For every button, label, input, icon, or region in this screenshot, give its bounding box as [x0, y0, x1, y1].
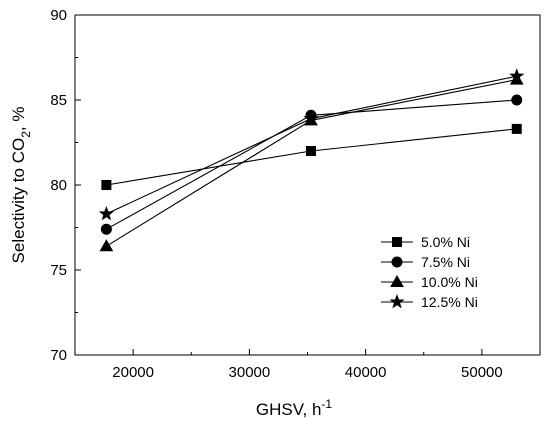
y-tick-label: 70: [50, 347, 67, 364]
y-tick-label: 85: [50, 92, 67, 109]
x-tick-label: 30000: [229, 364, 271, 381]
legend-label: 10.0% Ni: [421, 274, 478, 290]
x-axis-title-text: GHSV, h: [256, 400, 322, 419]
series-star: [98, 68, 525, 221]
legend-label: 12.5% Ni: [421, 294, 478, 310]
data-point-triangle: [99, 239, 114, 252]
data-point-square: [305, 146, 316, 156]
x-tick-label: 20000: [112, 364, 154, 381]
legend-label: 5.0% Ni: [421, 234, 470, 250]
legend-marker-star: [389, 294, 405, 309]
x-axis-title-superscript: -1: [321, 397, 332, 411]
legend-item: 10.0% Ni: [381, 274, 478, 290]
legend-marker-circle: [391, 256, 403, 268]
axes-layer: 20000 30000 40000 50000 70 75 80 85 90: [50, 7, 541, 381]
legend-marker-triangle: [390, 274, 404, 287]
y-tick-label: 75: [50, 262, 67, 279]
y-tick-label: 90: [50, 7, 67, 24]
data-point-star: [98, 205, 114, 221]
y-axis-title-subscript: 2: [19, 131, 33, 138]
series-square: [101, 123, 522, 190]
y-tick-label: 80: [50, 177, 67, 194]
legend-label: 7.5% Ni: [421, 254, 470, 270]
series-line: [106, 128, 517, 186]
legend-marker-square: [392, 237, 402, 247]
series-layer: [98, 68, 525, 252]
legend-item: 7.5% Ni: [381, 254, 470, 270]
data-point-circle: [511, 94, 523, 106]
legend-item: 5.0% Ni: [381, 234, 470, 250]
x-tick-label: 40000: [345, 364, 387, 381]
y-axis-title-text: Selectivity to CO: [9, 138, 28, 264]
series-line: [106, 75, 517, 215]
x-tick-label: 50000: [461, 364, 503, 381]
y-axis-title: Selectivity to CO2, %: [9, 107, 33, 264]
x-axis-title: GHSV, h-1: [256, 397, 333, 419]
legend-item: 12.5% Ni: [381, 294, 478, 310]
series-triangle: [99, 72, 524, 252]
data-point-circle: [100, 223, 112, 235]
data-point-star: [303, 110, 319, 126]
data-point-star: [509, 68, 525, 83]
legend: 5.0% Ni 7.5% Ni 10.0% Ni 12.5% Ni: [381, 234, 478, 310]
data-point-square: [101, 180, 112, 190]
data-point-square: [511, 123, 522, 134]
y-axis-title-suffix: , %: [9, 107, 28, 132]
